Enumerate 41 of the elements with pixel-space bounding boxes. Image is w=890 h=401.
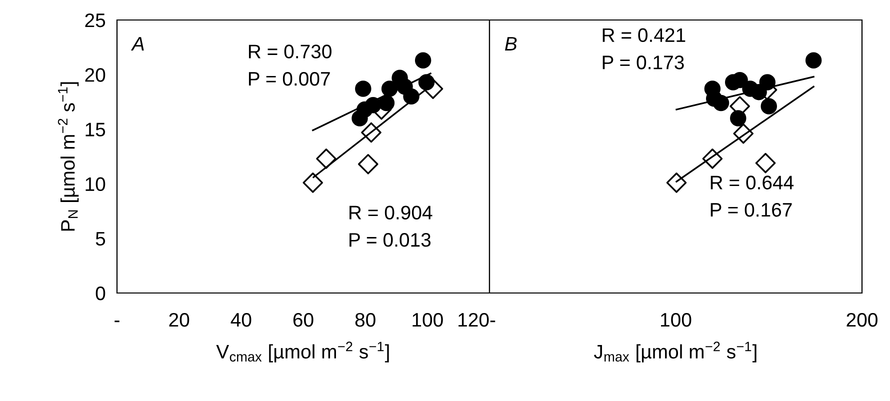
y-tick-label: 5 xyxy=(96,232,106,246)
annotation: P = 0.167 xyxy=(710,202,792,217)
x-tick-label: 20 xyxy=(169,312,190,327)
y-tick-label: 20 xyxy=(85,68,106,82)
x-tick-label: 100 xyxy=(412,312,443,327)
point xyxy=(414,52,432,69)
y-tick-label: 10 xyxy=(86,177,106,192)
point xyxy=(759,74,776,90)
x-tick-label: 200 xyxy=(846,312,878,327)
annotation: P = 0.013 xyxy=(350,233,431,247)
point xyxy=(352,110,368,126)
y-tick-label: 25 xyxy=(85,13,106,28)
x-tick-label: - xyxy=(114,320,120,322)
text: B xyxy=(505,37,517,50)
x-tick-label: 60 xyxy=(293,312,314,327)
point xyxy=(355,80,372,97)
point xyxy=(358,154,378,174)
point xyxy=(760,98,777,114)
x-tick-label: 120 xyxy=(458,312,489,327)
annotation: P = 0.173 xyxy=(602,56,684,70)
x-tick-label: 80 xyxy=(355,312,376,327)
y-tick-label: 0 xyxy=(96,286,106,300)
x-axis-title: J$_{max}$ [µmol m$^{−2}$ s$^{−1}$] xyxy=(594,342,756,362)
y-tick-label: 15 xyxy=(86,122,106,136)
x-tick-label: 40 xyxy=(230,312,252,327)
annotation: R = 0.644 xyxy=(710,176,794,190)
x-tick-label: 100 xyxy=(661,312,692,327)
y-axis-title: P$_{N}$ [µmol m$^{−2}$ s$^{−1}$] xyxy=(58,82,79,231)
point xyxy=(805,52,822,69)
annotation: R = 0.904 xyxy=(350,206,432,220)
point xyxy=(666,172,687,193)
point xyxy=(316,148,336,169)
point xyxy=(730,110,746,126)
annotation: R = 0.730 xyxy=(248,44,332,58)
annotation: P = 0.007 xyxy=(248,72,330,86)
x-tick-label: - xyxy=(490,320,496,322)
point xyxy=(302,172,324,193)
point xyxy=(755,152,776,174)
annotation: R = 0.421 xyxy=(602,28,686,42)
text: A xyxy=(130,37,144,50)
x-axis-title: V$_{cmax}$ [µmol m$^{−2}$ s$^{−1}$] xyxy=(216,342,389,362)
